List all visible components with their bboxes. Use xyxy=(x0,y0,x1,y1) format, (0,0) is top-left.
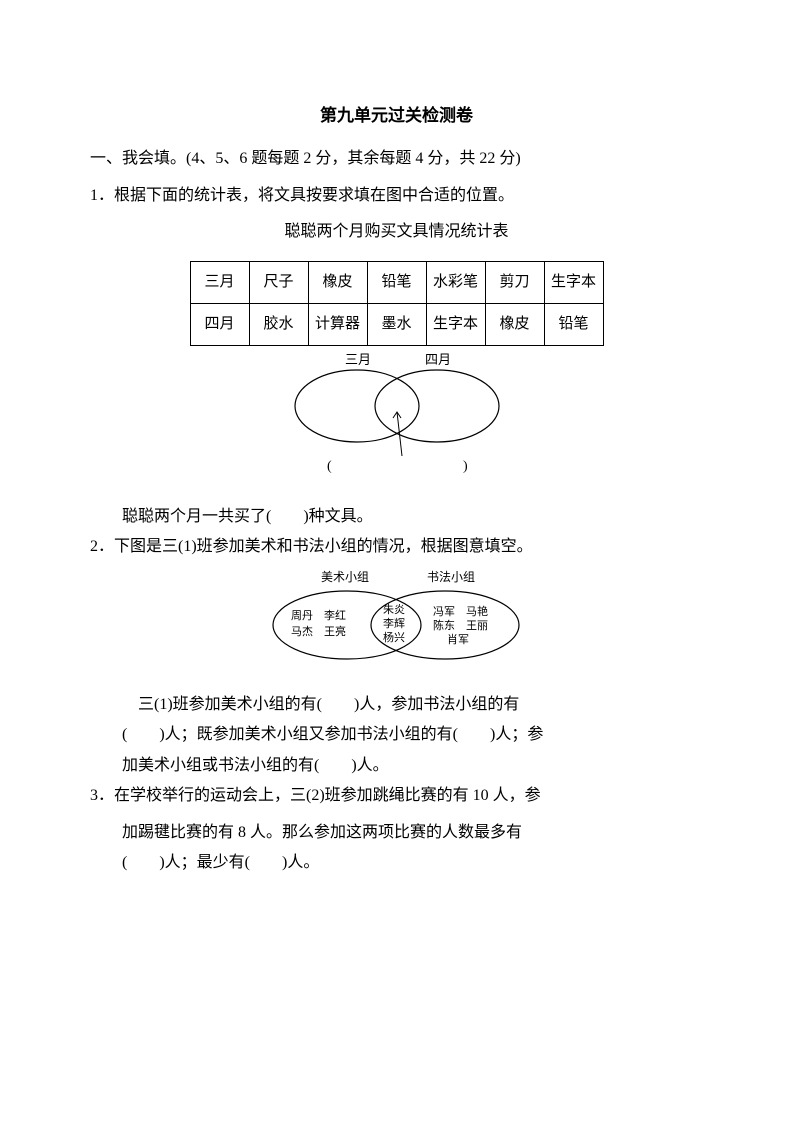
q2-prompt: 2．下图是三(1)班参加美术和书法小组的情况，根据图意填空。 xyxy=(90,532,703,562)
q3-line3: ( )人；最少有( )人。 xyxy=(90,848,703,878)
q2-mid-names-2: 李辉 xyxy=(383,616,405,630)
cell: 三月 xyxy=(190,262,249,304)
q1-venn-svg: 三月 四月 ( ) xyxy=(267,352,527,482)
q2-venn-svg: 美术小组 书法小组 周丹 李红 马杰 王亮 朱炎 李辉 杨兴 冯军 马艳 陈东 … xyxy=(247,569,547,673)
q2-right-names-3: 肖军 xyxy=(447,632,469,646)
q1-table-caption: 聪聪两个月购买文具情况统计表 xyxy=(90,217,703,247)
section1-heading: 一、我会填。(4、5、6 题每题 2 分，其余每题 4 分，共 22 分) xyxy=(90,144,703,174)
cell: 水彩笔 xyxy=(426,262,485,304)
q2-mid-names-3: 杨兴 xyxy=(383,630,405,644)
cell: 剪刀 xyxy=(485,262,544,304)
cell: 生字本 xyxy=(426,304,485,346)
q1-table: 三月 尺子 橡皮 铅笔 水彩笔 剪刀 生字本 四月 胶水 计算器 墨水 生字本 … xyxy=(190,261,604,346)
venn-bottom-left: ( xyxy=(327,459,332,474)
table-row: 四月 胶水 计算器 墨水 生字本 橡皮 铅笔 xyxy=(190,304,603,346)
q2-body-1: 三(1)班参加美术小组的有( )人，参加书法小组的有 xyxy=(90,690,703,720)
venn-right-ellipse xyxy=(375,370,499,442)
cell: 四月 xyxy=(190,304,249,346)
q3-line2: 加踢毽比赛的有 8 人。那么参加这两项比赛的人数最多有 xyxy=(90,818,703,848)
q1-venn: 三月 四月 ( ) xyxy=(90,352,703,493)
q2-body-2: ( )人；既参加美术小组又参加书法小组的有( )人；参 xyxy=(90,720,703,750)
cell: 墨水 xyxy=(367,304,426,346)
q2-body-3: 加美术小组或书法小组的有( )人。 xyxy=(90,751,703,781)
venn-right-label: 四月 xyxy=(425,352,451,367)
q2-left-names-2: 马杰 王亮 xyxy=(291,624,346,638)
venn-left-ellipse xyxy=(295,370,419,442)
cell: 橡皮 xyxy=(485,304,544,346)
cell: 尺子 xyxy=(249,262,308,304)
q1-tail: 聪聪两个月一共买了( )种文具。 xyxy=(90,502,703,532)
cell: 铅笔 xyxy=(367,262,426,304)
q2-mid-names-1: 朱炎 xyxy=(383,603,405,616)
q2-right-names-2: 陈东 王丽 xyxy=(433,618,488,632)
cell: 橡皮 xyxy=(308,262,367,304)
q2-left-names-1: 周丹 李红 xyxy=(291,608,346,622)
venn-bottom-right: ) xyxy=(463,459,468,474)
q2-diagram: 美术小组 书法小组 周丹 李红 马杰 王亮 朱炎 李辉 杨兴 冯军 马艳 陈东 … xyxy=(90,569,703,684)
q1-prompt: 1．根据下面的统计表，将文具按要求填在图中合适的位置。 xyxy=(90,181,703,211)
venn-left-label: 三月 xyxy=(345,352,371,367)
cell: 胶水 xyxy=(249,304,308,346)
q2-right-title: 书法小组 xyxy=(427,570,475,584)
table-row: 三月 尺子 橡皮 铅笔 水彩笔 剪刀 生字本 xyxy=(190,262,603,304)
cell: 生字本 xyxy=(544,262,603,304)
cell: 计算器 xyxy=(308,304,367,346)
page-title: 第九单元过关检测卷 xyxy=(90,100,703,132)
q2-right-names-1: 冯军 马艳 xyxy=(433,604,488,618)
page: 第九单元过关检测卷 一、我会填。(4、5、6 题每题 2 分，其余每题 4 分，… xyxy=(0,0,793,938)
cell: 铅笔 xyxy=(544,304,603,346)
q3-line1: 3．在学校举行的运动会上，三(2)班参加跳绳比赛的有 10 人，参 xyxy=(90,781,703,811)
q2-left-title: 美术小组 xyxy=(321,570,369,584)
